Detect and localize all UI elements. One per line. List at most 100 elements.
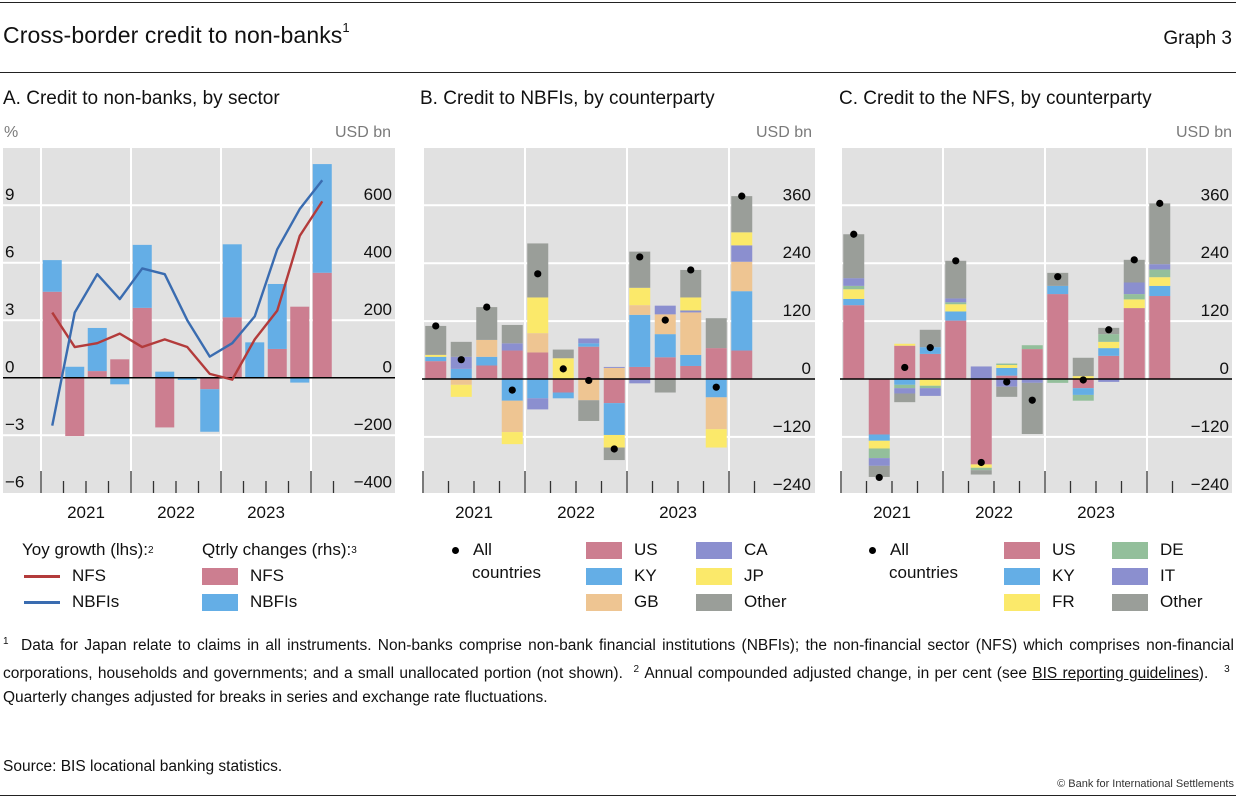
bar-segment-ky — [731, 291, 753, 351]
bar-segment-other — [705, 318, 727, 349]
bis-reporting-guidelines-link[interactable]: BIS reporting guidelines — [1032, 665, 1199, 683]
y-tick-label-right: 600 — [364, 185, 392, 204]
bar-segment-us — [680, 365, 702, 379]
bar-segment-de — [945, 302, 967, 305]
bar-segment-other — [476, 307, 498, 340]
bar-segment-it — [919, 388, 941, 396]
top-rule — [0, 2, 1236, 3]
footnote-1-ref: 1 — [3, 636, 9, 647]
bar-segment-jp — [603, 434, 625, 448]
bar-segment-nfs — [65, 377, 85, 437]
bar-segment-it — [1021, 379, 1043, 383]
bar-segment-jp — [527, 297, 549, 334]
bar-segment-us — [731, 350, 753, 379]
x-tick-label: 2022 — [975, 503, 1013, 522]
bar-segment-nfs — [200, 377, 220, 390]
x-tick-label: 2023 — [247, 503, 285, 522]
bar-segment-fr — [868, 440, 890, 449]
footnote-2: Annual compounded adjusted change, in pe… — [644, 665, 1033, 683]
bar-segment-us — [894, 345, 916, 379]
bar-segment-nbfis — [267, 283, 287, 349]
bar-segment-nfs — [312, 272, 332, 378]
bar-segment-other — [894, 393, 916, 403]
bar-segment-us — [476, 365, 498, 379]
footnote-2-end: ). — [1198, 665, 1209, 683]
legend-line-nfs: NFS — [24, 566, 106, 586]
bar-segment-other — [552, 349, 574, 359]
y-tick-label-right: 360 — [1201, 185, 1229, 204]
dot-all-countries — [952, 257, 960, 265]
y-tick-label-right: 120 — [783, 301, 811, 320]
panel-c-plot: −240 −120 0 120 240 360 — [840, 148, 1232, 494]
dot-swatch — [869, 546, 876, 554]
bar-segment-ky — [868, 434, 890, 441]
bar-segment-other — [1123, 259, 1145, 283]
ky-swatch — [586, 567, 622, 585]
bar-segment-it — [843, 278, 865, 286]
us-swatch — [1004, 541, 1040, 559]
bar-segment-gb — [654, 314, 676, 335]
legend-bar-nfs: NFS — [202, 566, 284, 586]
bar-segment-it — [1123, 282, 1145, 295]
bar-segment-other — [578, 400, 600, 421]
legend-b-ca: CA — [696, 540, 768, 560]
bar-segment-jp — [629, 287, 651, 306]
bar-segment-gb — [501, 400, 523, 433]
legend-b-gb: GB — [586, 592, 659, 612]
dot-all-countries — [483, 303, 491, 311]
footnotes: 1 Data for Japan relate to claims in all… — [3, 630, 1234, 710]
legend-dot-all-countries-line2: countries — [472, 563, 541, 582]
bar-segment-ky — [425, 356, 447, 362]
bar-segment-nbfis — [245, 342, 265, 378]
x-tick-label: 2021 — [455, 503, 493, 522]
jp-swatch — [696, 567, 732, 585]
bar-segment-de — [843, 285, 865, 290]
bar-segment-nfs — [267, 348, 287, 378]
dot-all-countries — [1054, 273, 1062, 281]
bar-segment-us — [578, 346, 600, 379]
bar-segment-ky — [1072, 388, 1094, 395]
bar-segment-it — [868, 458, 890, 466]
x-tick-label: 2021 — [67, 503, 105, 522]
legend-bar-nbfis: NBFIs — [202, 592, 297, 612]
y-tick-label-right: −120 — [773, 417, 811, 436]
bar-segment-ky — [996, 367, 1018, 376]
bar-segment-nfs — [42, 291, 62, 378]
bar-segment-us — [1072, 379, 1094, 389]
nfs-line-swatch — [24, 574, 60, 578]
dot-all-countries — [738, 192, 746, 200]
x-tick-label: 2021 — [873, 503, 911, 522]
legend-dot-all-countries: All — [863, 540, 909, 560]
x-tick-label: 2022 — [557, 503, 595, 522]
bar-segment-de — [1072, 394, 1094, 401]
bar-segment-fr — [1149, 277, 1171, 286]
bar-segment-fr — [970, 464, 992, 468]
dot-all-countries — [687, 266, 695, 274]
panel-b-right-unit: USD bn — [755, 124, 812, 141]
bar-segment-gb — [578, 379, 600, 401]
bar-segment-ky — [476, 356, 498, 366]
footnote-1: Data for Japan relate to claims in all i… — [3, 637, 1234, 683]
legend-dot-all-countries: All — [446, 540, 492, 560]
bar-segment-ca — [527, 398, 549, 410]
ca-swatch — [696, 541, 732, 559]
legend-dot-all-countries-line2: countries — [889, 563, 958, 582]
y-tick-label-right: 200 — [364, 300, 392, 319]
legend-b-ky: KY — [586, 566, 657, 586]
bar-segment-us — [1047, 294, 1069, 379]
dot-all-countries — [926, 344, 934, 352]
bar-segment-nfs — [87, 371, 107, 378]
y-tick-label-right: −120 — [1191, 417, 1229, 436]
footnote-3: Quarterly changes adjusted for breaks in… — [3, 689, 548, 707]
legend-line-nbfis: NBFIs — [24, 592, 119, 612]
panel-a-plot: −400 −200 0 200 400 600 −6 −3 0 3 6 9 — [3, 148, 395, 493]
bar-segment-ky — [578, 343, 600, 347]
y-tick-label-right: 360 — [783, 185, 811, 204]
bar-segment-ca — [654, 305, 676, 315]
y-tick-label-right: −240 — [1191, 475, 1229, 494]
bar-segment-us — [501, 350, 523, 379]
bar-segment-de — [1047, 379, 1069, 383]
dot-all-countries — [661, 316, 669, 324]
dot-all-countries — [1156, 199, 1164, 207]
charts-canvas: −400 −200 0 200 400 600 −6 −3 0 3 6 9 2021 2022 2023 −2… — [3, 148, 1232, 522]
